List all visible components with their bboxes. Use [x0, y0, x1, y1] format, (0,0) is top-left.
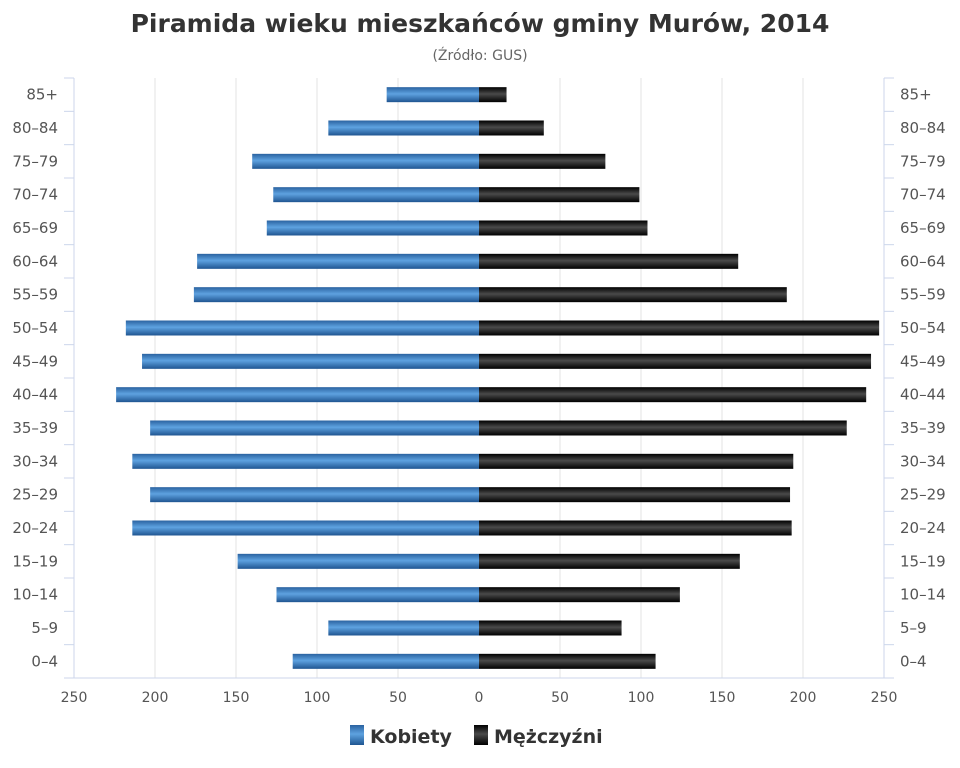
bar-kobiety	[328, 120, 479, 136]
legend[interactable]: Kobiety Mężczyźni	[350, 725, 603, 748]
category-label-right: 30–34	[900, 452, 946, 470]
x-tick-label: 150	[709, 690, 736, 706]
x-tick-label: 50	[551, 690, 569, 706]
category-label-left: 45–49	[12, 352, 58, 370]
category-label-left: 75–79	[12, 152, 58, 170]
bar-kobiety	[237, 553, 479, 569]
legend-swatch	[350, 725, 364, 745]
category-label-right: 80–84	[900, 119, 946, 137]
bar-mezczyzni	[479, 587, 680, 603]
category-label-left: 5–9	[31, 619, 58, 637]
category-label-left: 55–59	[12, 286, 58, 304]
category-label-right: 40–44	[900, 386, 946, 404]
legend-label: Mężczyźni	[494, 726, 603, 748]
bar-mezczyzni	[479, 487, 791, 503]
bar-mezczyzni	[479, 253, 739, 269]
bar-kobiety	[252, 153, 479, 169]
x-tick-label: 100	[628, 690, 655, 706]
category-label-left: 50–54	[12, 319, 58, 337]
bar-kobiety	[386, 87, 479, 103]
bar-kobiety	[116, 387, 480, 403]
chart-title: Piramida wieku mieszkańców gminy Murów, …	[131, 9, 830, 38]
x-tick-label: 250	[61, 690, 88, 706]
bar-kobiety	[276, 587, 479, 603]
category-label-right: 70–74	[900, 186, 946, 204]
bar-kobiety	[132, 453, 479, 469]
category-label-right: 20–24	[900, 519, 946, 537]
category-label-left: 30–34	[12, 452, 58, 470]
bar-mezczyzni	[479, 353, 872, 369]
x-tick-labels: 250 200 150 100 50 0 50 100 150 200 250	[61, 690, 898, 706]
bar-kobiety	[197, 253, 479, 269]
legend-item-kobiety[interactable]: Kobiety	[350, 725, 453, 748]
category-label-right: 50–54	[900, 319, 946, 337]
bar-mezczyzni	[479, 220, 648, 236]
bar-mezczyzni	[479, 420, 847, 436]
bar-mezczyzni	[479, 453, 794, 469]
category-label-left: 15–19	[12, 552, 58, 570]
x-tick-label: 200	[142, 690, 169, 706]
category-label-left: 35–39	[12, 419, 58, 437]
bar-kobiety	[125, 320, 479, 336]
legend-item-mezczyzni[interactable]: Mężczyźni	[474, 725, 603, 748]
category-label-right: 10–14	[900, 586, 946, 604]
bar-mezczyzni	[479, 653, 656, 669]
bar-kobiety	[142, 353, 480, 369]
x-tick-label: 150	[223, 690, 250, 706]
legend-swatch	[474, 725, 488, 745]
category-label-left: 65–69	[12, 219, 58, 237]
category-label-right: 75–79	[900, 152, 946, 170]
bar-mezczyzni	[479, 87, 507, 103]
category-label-right: 45–49	[900, 352, 946, 370]
category-label-left: 85+	[26, 86, 58, 104]
category-label-right: 55–59	[900, 286, 946, 304]
bar-mezczyzni	[479, 553, 740, 569]
bar-kobiety	[273, 187, 479, 203]
x-tick-label: 50	[389, 690, 407, 706]
category-label-right: 5–9	[900, 619, 927, 637]
bar-mezczyzni	[479, 620, 622, 636]
category-label-left: 25–29	[12, 486, 58, 504]
category-label-left: 70–74	[12, 186, 58, 204]
bars	[116, 87, 880, 669]
category-label-right: 15–19	[900, 552, 946, 570]
bar-mezczyzni	[479, 120, 544, 136]
bar-kobiety	[150, 487, 479, 503]
bar-mezczyzni	[479, 287, 787, 303]
category-label-right: 60–64	[900, 252, 946, 270]
bar-kobiety	[150, 420, 479, 436]
category-labels: 85+ 85+ 80–84 80–84 75–79 75–79 70–74 70–74 65–6…	[12, 86, 945, 671]
bar-mezczyzni	[479, 320, 880, 336]
bar-kobiety	[193, 287, 479, 303]
bar-kobiety	[132, 520, 479, 536]
category-label-right: 35–39	[900, 419, 946, 437]
category-label-left: 20–24	[12, 519, 58, 537]
category-label-left: 0–4	[31, 652, 58, 670]
axes	[64, 77, 894, 679]
x-tick-label: 250	[871, 690, 898, 706]
x-tick-label: 200	[790, 690, 817, 706]
category-label-left: 80–84	[12, 119, 58, 137]
bar-mezczyzni	[479, 187, 640, 203]
bar-kobiety	[328, 620, 479, 636]
category-label-right: 25–29	[900, 486, 946, 504]
legend-label: Kobiety	[370, 726, 453, 748]
x-tick-label: 0	[475, 690, 484, 706]
bar-mezczyzni	[479, 387, 867, 403]
category-label-right: 85+	[900, 86, 932, 104]
category-label-left: 10–14	[12, 586, 58, 604]
category-label-right: 65–69	[900, 219, 946, 237]
category-label-right: 0–4	[900, 652, 927, 670]
bar-mezczyzni	[479, 153, 606, 169]
bar-kobiety	[266, 220, 479, 236]
category-label-left: 40–44	[12, 386, 58, 404]
bar-mezczyzni	[479, 520, 792, 536]
x-tick-label: 100	[304, 690, 331, 706]
chart-subtitle: (Źródło: GUS)	[432, 46, 527, 64]
bar-kobiety	[292, 653, 479, 669]
category-label-left: 60–64	[12, 252, 58, 270]
